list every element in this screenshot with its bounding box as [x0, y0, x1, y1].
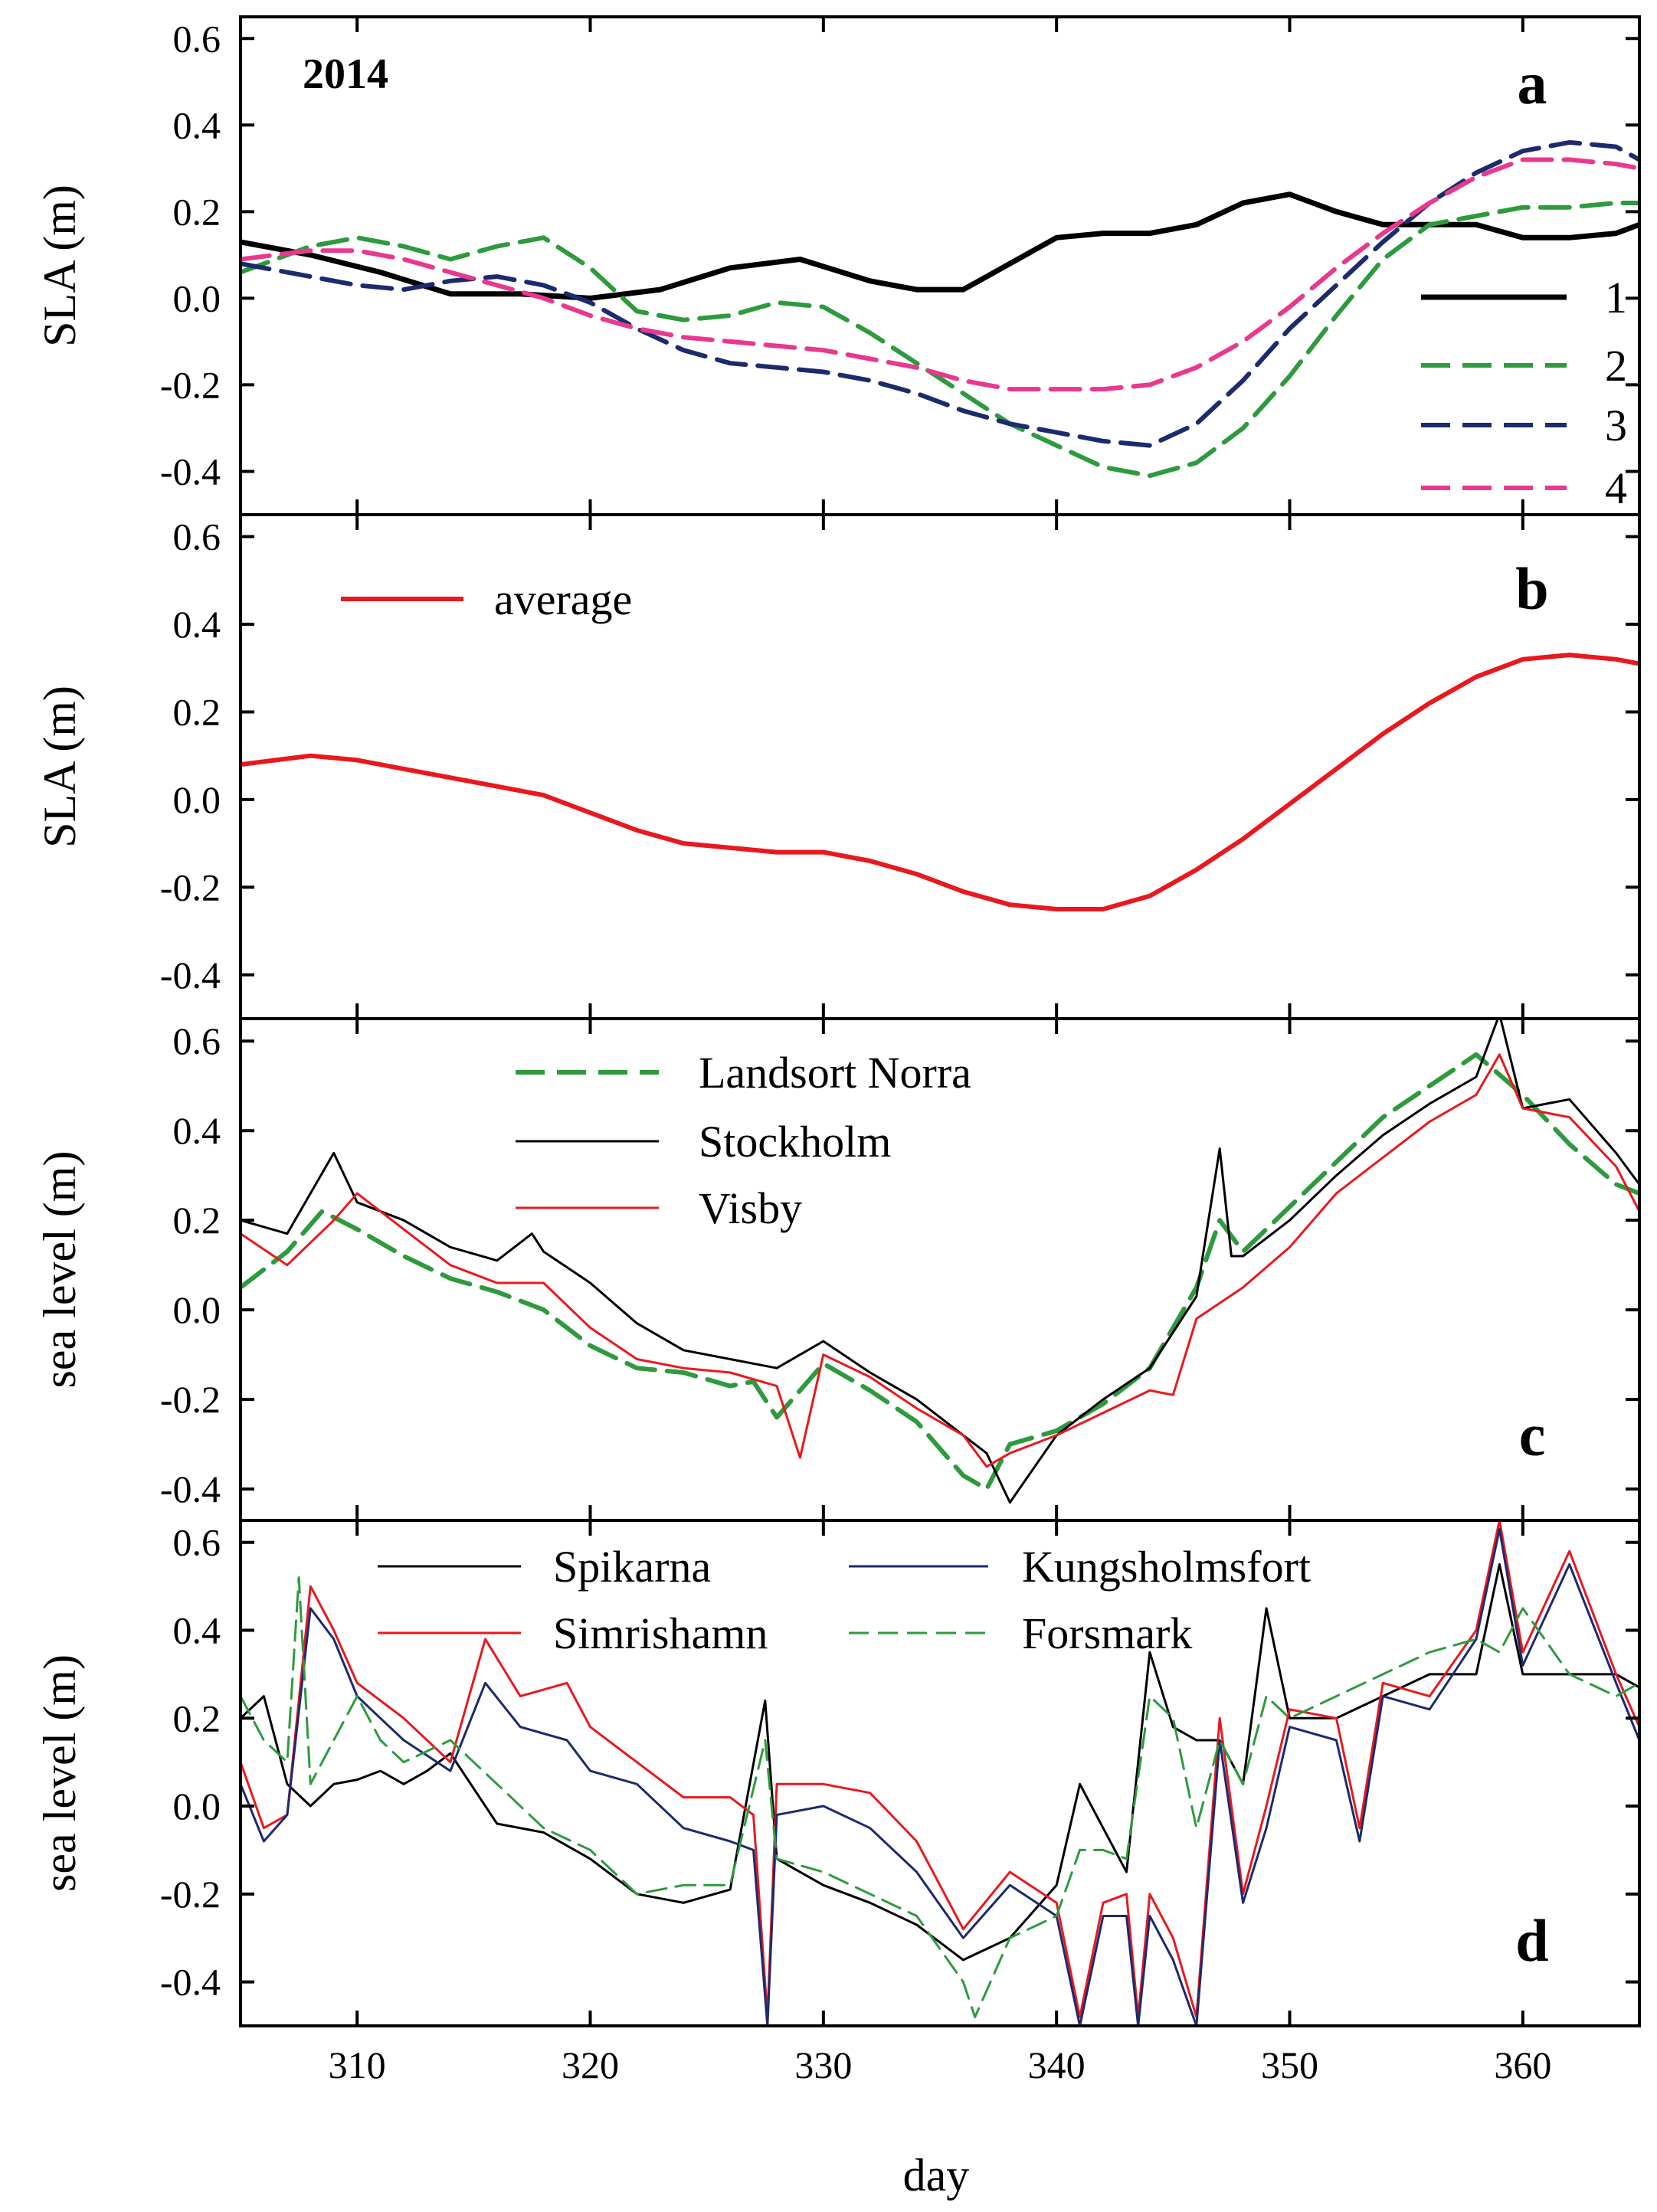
series-group-a [241, 139, 1639, 479]
panel-c: 0.6 0.4 0.2 0.0 -0.2 -0.4 sea level (m) c Landso… [34, 1017, 1641, 1522]
y-tick-label: 0.6 [173, 1521, 221, 1564]
x-tick-label: 310 [329, 2043, 386, 2086]
x-tick-label: 340 [1028, 2043, 1086, 2086]
legend-c: Landsort Norra Stockholm Visby [516, 1048, 971, 1233]
y-axis-title-d: sea level (m) [34, 1654, 85, 1892]
y-tick-label: 0.4 [173, 1608, 221, 1651]
legend-label: Forsmark [1022, 1608, 1192, 1658]
y-axis-title-c: sea level (m) [34, 1151, 85, 1389]
y-axis-title-b: SLA (m) [34, 686, 85, 848]
panel-a: 0.6 0.4 0.2 0.0 -0.2 -0.4 SLA (m) a 2014 1 2 3 4 [34, 15, 1641, 516]
series-group-c [241, 1019, 1639, 1504]
plot-frame-b [239, 513, 1641, 1020]
legend-label: Simrishamn [553, 1608, 768, 1658]
y-tick-label: -0.2 [160, 1873, 221, 1916]
panel-letter-d: d [1515, 1907, 1548, 1974]
plot-frame-d [239, 1519, 1641, 2027]
x-tick-label: 360 [1494, 2043, 1551, 2086]
series-line-a-4 [241, 157, 1639, 392]
legend-label: Visby [699, 1183, 802, 1233]
legend-label: 4 [1605, 463, 1627, 513]
panel-letter-c: c [1519, 1402, 1546, 1468]
legend-label: 1 [1605, 273, 1627, 322]
series-line-d-simrishamn [241, 1520, 1639, 2018]
y-tick-label: 0.0 [173, 1288, 221, 1331]
series-line-c-stockholm [241, 1019, 1639, 1504]
series-line-b-average [241, 653, 1639, 911]
y-tick-label: -0.2 [160, 1378, 221, 1421]
series-line-c-visby [241, 1053, 1639, 1468]
y-tick-label: -0.4 [160, 1961, 221, 2004]
panel-letter-a: a [1518, 50, 1547, 116]
legend-label: 2 [1605, 341, 1627, 391]
year-annotation: 2014 [303, 51, 388, 98]
y-tick-label: 0.2 [173, 1697, 221, 1739]
legend-label: Stockholm [699, 1117, 891, 1167]
y-tick-label: 0.2 [173, 190, 221, 233]
panel-d: 0.6 0.4 0.2 0.0 -0.2 -0.4 310 320 330 340 350 360 se… [34, 1519, 1641, 2086]
y-tick-label: 0.0 [173, 1785, 221, 1828]
legend-label: 3 [1605, 401, 1627, 450]
y-tick-label: 0.4 [173, 103, 221, 146]
y-tick-label: 0.6 [173, 515, 221, 558]
y-tick-label: 0.4 [173, 603, 221, 646]
panel-b: 0.6 0.4 0.2 0.0 -0.2 -0.4 SLA (m) b average [34, 513, 1641, 1020]
y-axis-title-a: SLA (m) [34, 185, 85, 347]
y-tick-label: 0.2 [173, 1199, 221, 1242]
series-line-d-kungsholmsfort [241, 1528, 1639, 2026]
y-tick-label: 0.2 [173, 690, 221, 733]
x-axis-title: day [903, 2150, 970, 2201]
legend-label: Spikarna [553, 1542, 711, 1592]
legend-d: Spikarna Simrishamn Kungsholmsfort Forsmark [378, 1542, 1311, 1658]
series-line-a-1 [241, 191, 1639, 301]
y-tick-label: -0.4 [160, 954, 221, 996]
y-tick-label: 0.6 [173, 1019, 221, 1062]
y-tick-label: -0.2 [160, 363, 221, 406]
plot-frame-a [239, 15, 1641, 516]
x-tick-label: 350 [1261, 2043, 1318, 2086]
y-tick-label: 0.4 [173, 1109, 221, 1152]
y-tick-label: -0.2 [160, 865, 221, 908]
x-tick-label: 330 [794, 2043, 852, 2086]
legend-b: average [341, 574, 632, 624]
series-group-d [241, 1520, 1639, 2026]
y-tick-label: 0.0 [173, 778, 221, 821]
legend-label: average [494, 574, 632, 624]
y-tick-label: 0.6 [173, 17, 221, 60]
y-tick-label: 0.0 [173, 276, 221, 319]
series-line-a-2 [241, 201, 1639, 479]
panel-letter-b: b [1515, 555, 1548, 622]
series-line-c-landsort-norra [241, 1052, 1639, 1492]
series-line-d-forsmark [241, 1576, 1639, 2018]
y-tick-label: -0.4 [160, 1468, 221, 1510]
legend-label: Kungsholmsfort [1022, 1542, 1311, 1592]
legend-label: Landsort Norra [699, 1048, 971, 1098]
series-group-b [241, 653, 1639, 911]
legend-a: 1 2 3 4 [1421, 273, 1627, 513]
x-tick-label: 320 [562, 2043, 619, 2086]
y-tick-label: -0.4 [160, 450, 221, 492]
